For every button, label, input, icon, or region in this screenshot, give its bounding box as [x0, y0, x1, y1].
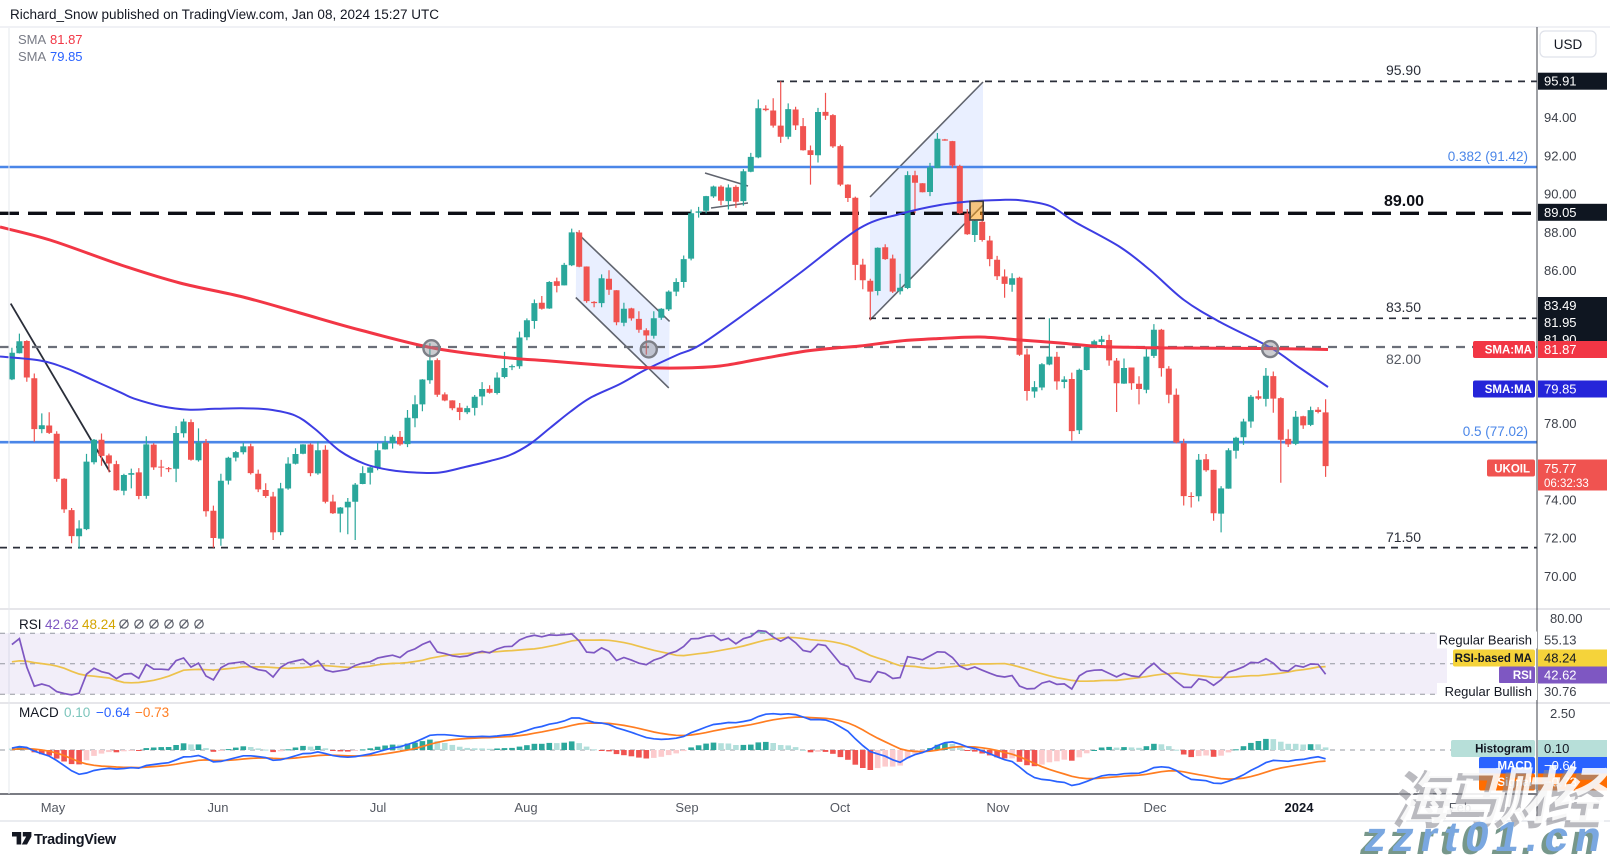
svg-text:Sep: Sep — [675, 800, 698, 815]
svg-text:SMA: SMA — [18, 32, 47, 47]
svg-text:71.50: 71.50 — [1386, 529, 1421, 545]
svg-text:79.85: 79.85 — [1544, 382, 1577, 397]
svg-text:95.90: 95.90 — [1386, 62, 1421, 78]
svg-text:70.00: 70.00 — [1544, 569, 1577, 584]
svg-text:88.00: 88.00 — [1544, 225, 1577, 240]
svg-text:79.85: 79.85 — [50, 49, 83, 64]
svg-text:Richard_Snow published on Trad: Richard_Snow published on TradingView.co… — [10, 7, 439, 22]
svg-text:78.00: 78.00 — [1544, 416, 1577, 431]
svg-text:RSI: RSI — [1513, 670, 1532, 682]
svg-text:30.76: 30.76 — [1544, 684, 1577, 699]
svg-text:SMA: SMA — [18, 49, 47, 64]
svg-text:USD: USD — [1554, 37, 1583, 52]
svg-text:81.87: 81.87 — [1544, 342, 1577, 357]
svg-text:81.87: 81.87 — [50, 32, 83, 47]
svg-text:Aug: Aug — [514, 800, 537, 815]
svg-text:0.382 (91.42): 0.382 (91.42) — [1448, 149, 1528, 164]
svg-text:55.13: 55.13 — [1544, 633, 1577, 648]
svg-text:May: May — [41, 800, 66, 815]
svg-text:83.49: 83.49 — [1544, 298, 1577, 313]
svg-text:95.91: 95.91 — [1544, 74, 1577, 89]
svg-text:86.00: 86.00 — [1544, 263, 1577, 278]
svg-text:92.00: 92.00 — [1544, 148, 1577, 163]
svg-text:82.00: 82.00 — [1386, 351, 1421, 367]
svg-text:RSI: RSI — [19, 617, 42, 632]
svg-text:Jul: Jul — [370, 800, 387, 815]
svg-text:Histogram: Histogram — [1475, 744, 1532, 756]
svg-text:42.62: 42.62 — [45, 617, 79, 632]
svg-text:72.00: 72.00 — [1544, 531, 1577, 546]
svg-text:RSI-based MA: RSI-based MA — [1455, 653, 1532, 665]
svg-text:TradingView: TradingView — [34, 832, 117, 848]
svg-text:89.05: 89.05 — [1544, 205, 1577, 220]
svg-text:Jun: Jun — [208, 800, 229, 815]
svg-text:2024: 2024 — [1285, 800, 1315, 815]
svg-text:UKOIL: UKOIL — [1494, 464, 1530, 476]
svg-text:42.62: 42.62 — [1544, 668, 1577, 683]
svg-text:83.50: 83.50 — [1386, 299, 1421, 315]
svg-text:81.95: 81.95 — [1544, 315, 1577, 330]
svg-text:48.24: 48.24 — [82, 617, 116, 632]
svg-text:Regular Bearish: Regular Bearish — [1439, 633, 1532, 648]
svg-text:−0.73: −0.73 — [135, 705, 169, 720]
svg-text:Oct: Oct — [830, 800, 851, 815]
svg-text:zzrt01.cn: zzrt01.cn — [1361, 813, 1610, 857]
svg-text:MACD: MACD — [19, 705, 59, 720]
svg-text:0.5 (77.02): 0.5 (77.02) — [1463, 424, 1528, 439]
svg-text:48.24: 48.24 — [1544, 651, 1577, 666]
svg-text:−0.64: −0.64 — [96, 705, 131, 720]
svg-text:SMA:MA: SMA:MA — [1485, 345, 1532, 357]
svg-text:SMA:MA: SMA:MA — [1485, 384, 1532, 396]
svg-text:94.00: 94.00 — [1544, 110, 1577, 125]
svg-text:89.00: 89.00 — [1384, 193, 1424, 210]
svg-text:zzrt01.cn: zzrt01.cn — [1357, 816, 1608, 857]
svg-text:90.00: 90.00 — [1544, 187, 1577, 202]
svg-text:Regular Bullish: Regular Bullish — [1445, 684, 1532, 699]
svg-text:0.10: 0.10 — [64, 705, 90, 720]
svg-text:0.10: 0.10 — [1544, 741, 1569, 756]
svg-text:80.00: 80.00 — [1550, 611, 1583, 626]
svg-text:Nov: Nov — [986, 800, 1010, 815]
svg-text:06:32:33: 06:32:33 — [1544, 478, 1589, 490]
svg-text:Dec: Dec — [1143, 800, 1167, 815]
svg-text:74.00: 74.00 — [1544, 492, 1577, 507]
svg-text:75.77: 75.77 — [1544, 461, 1577, 476]
svg-text:2.50: 2.50 — [1550, 706, 1575, 721]
